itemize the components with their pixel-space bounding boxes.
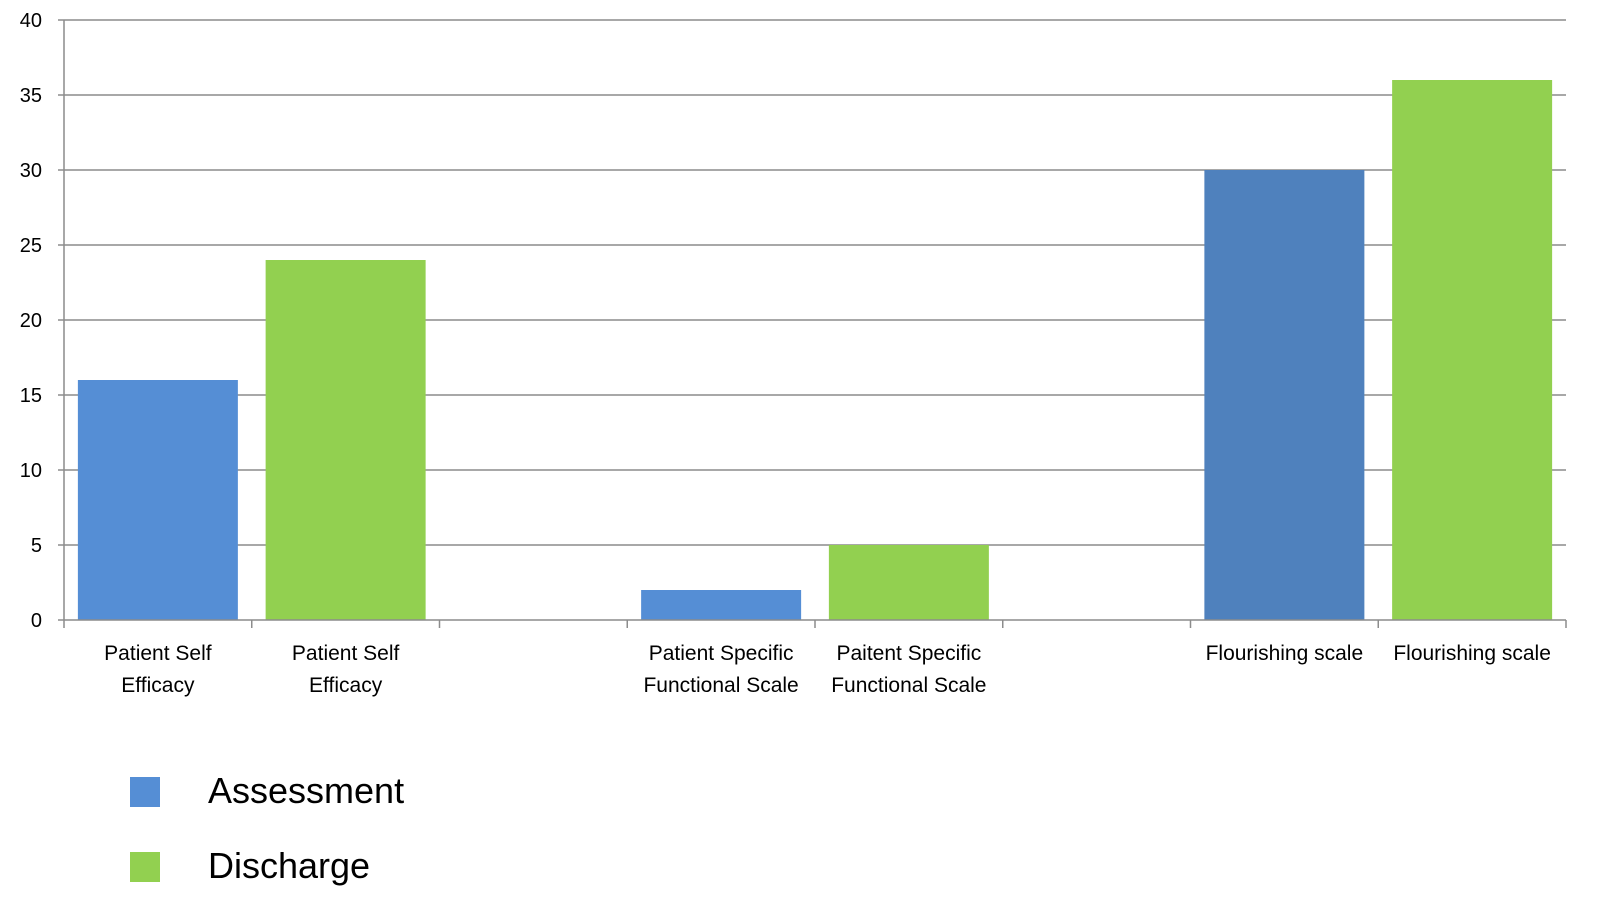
x-category-label: Paitent Specific Functional Scale bbox=[831, 642, 986, 697]
bar-assessment-2 bbox=[641, 590, 802, 620]
legend-label-assessment: Assessment bbox=[208, 770, 404, 811]
bar-discharge-3 bbox=[828, 545, 989, 620]
y-tick-label: 35 bbox=[20, 85, 42, 107]
legend-label-discharge: Discharge bbox=[208, 845, 370, 886]
y-tick-label: 0 bbox=[31, 610, 42, 632]
x-category-label: Patient Specific Functional Scale bbox=[643, 642, 798, 697]
bars bbox=[77, 80, 1553, 620]
bar-discharge-1 bbox=[265, 260, 426, 620]
bar-assessment-4 bbox=[1204, 170, 1365, 620]
y-tick-label: 30 bbox=[20, 160, 42, 182]
legend-swatch-discharge bbox=[130, 852, 160, 882]
y-tick-label: 5 bbox=[31, 535, 42, 557]
y-tick-labels: 0 5 10 15 20 25 30 35 40 bbox=[20, 10, 42, 632]
x-category-labels: Patient Self Efficacy Patient Self Efficacy… bbox=[104, 642, 1551, 697]
y-tick-label: 40 bbox=[20, 10, 42, 32]
x-category-label: Patient Self Efficacy bbox=[104, 642, 212, 697]
legend-swatch-assessment bbox=[130, 777, 160, 807]
x-category-label: Flourishing scale bbox=[1393, 642, 1551, 665]
x-category-label: Patient Self Efficacy bbox=[292, 642, 400, 697]
y-tick-label: 20 bbox=[20, 310, 42, 332]
y-tick-label: 10 bbox=[20, 460, 42, 482]
y-tick-label: 25 bbox=[20, 235, 42, 257]
axes bbox=[58, 19, 1567, 628]
x-category-label: Flourishing scale bbox=[1206, 642, 1364, 665]
y-tick-label: 15 bbox=[20, 385, 42, 407]
legend: Assessment Discharge bbox=[130, 770, 404, 886]
bar-discharge-5 bbox=[1392, 80, 1553, 620]
bar-assessment-0 bbox=[77, 380, 238, 620]
